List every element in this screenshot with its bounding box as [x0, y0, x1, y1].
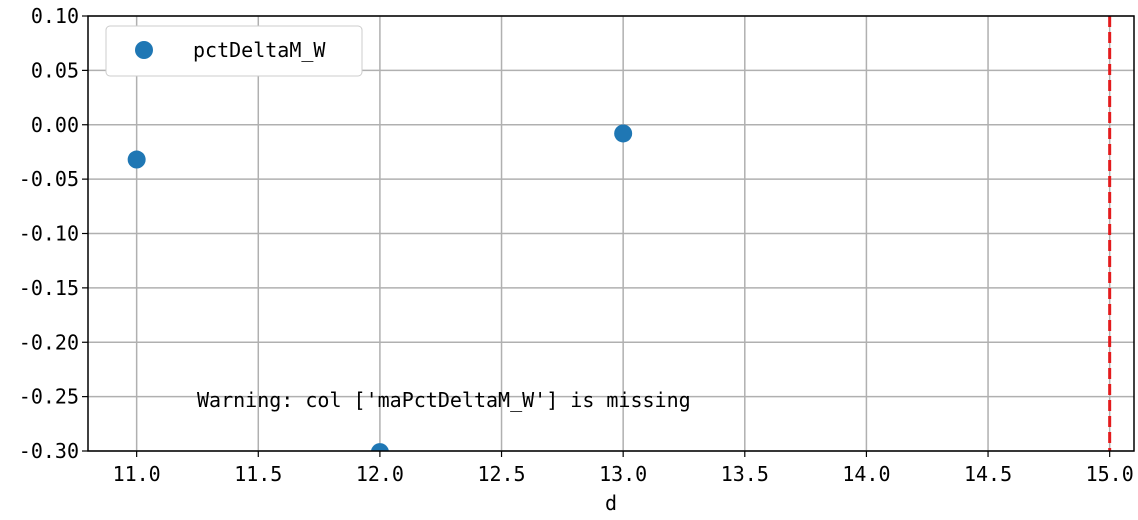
y-tick-label: -0.15: [19, 276, 79, 300]
legend-box: [105, 25, 363, 77]
legend-marker: [135, 41, 153, 59]
x-tick-label: 14.0: [842, 462, 890, 486]
y-tick-label: -0.30: [19, 439, 79, 463]
y-axis-ticks: 0.10 0.05 0.00 -0.05 -0.10 -0.15 -0.20 -0.25 -0.…: [19, 4, 88, 463]
x-tick-label: 12.0: [356, 462, 404, 486]
y-tick-label: 0.00: [31, 113, 79, 137]
x-tick-label: 12.5: [477, 462, 525, 486]
x-axis-label: d: [605, 491, 617, 515]
data-point: [614, 124, 633, 143]
warning-annotation: Warning: col ['maPctDeltaM_W'] is missin…: [197, 388, 691, 412]
data-point: [370, 443, 389, 451]
y-tick-label: -0.10: [19, 222, 79, 246]
x-tick-label: 11.5: [234, 462, 282, 486]
legend-label: pctDeltaM_W: [193, 38, 326, 62]
y-tick-label: -0.05: [19, 167, 79, 191]
y-tick-label: -0.25: [19, 385, 79, 409]
x-tick-label: 13.5: [721, 462, 769, 486]
x-tick-label: 14.5: [964, 462, 1012, 486]
y-tick-label: -0.20: [19, 330, 79, 354]
y-tick-label: 0.10: [31, 4, 79, 28]
x-tick-label: 11.0: [113, 462, 161, 486]
x-tick-label: 13.0: [599, 462, 647, 486]
x-axis-ticks: 11.0 11.5 12.0 12.5 13.0 13.5 14.0 14.5 15.0: [113, 451, 1134, 486]
y-tick-label: 0.05: [31, 58, 79, 82]
legend: pctDeltaM_W: [105, 25, 363, 77]
x-tick-label: 15.0: [1086, 462, 1134, 486]
grid-lines: [88, 15, 1134, 452]
data-points: [127, 124, 633, 451]
data-point: [127, 150, 146, 169]
